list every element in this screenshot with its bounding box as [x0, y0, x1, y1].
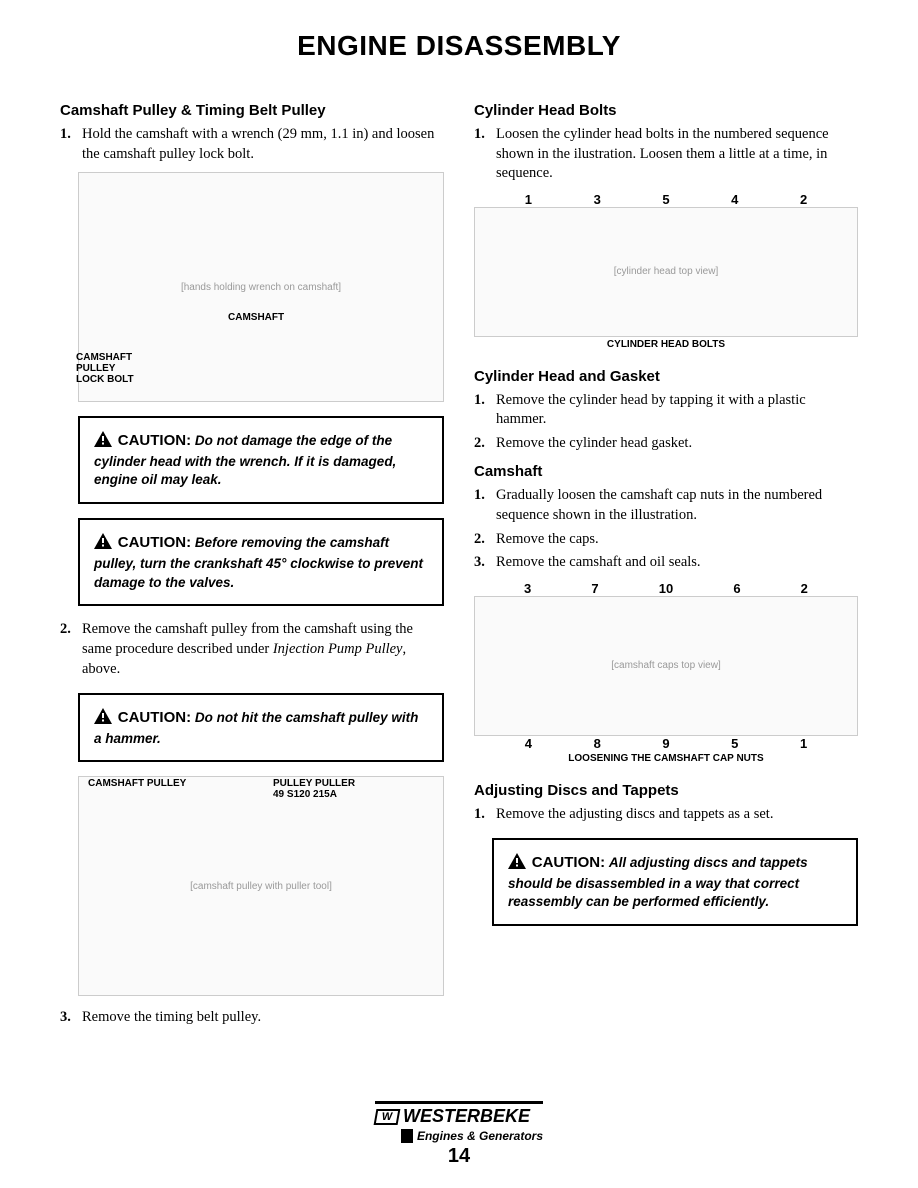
figure-cylinder-head-bolts: 1 3 5 4 2 [cylinder head top view] CYLIN…: [474, 192, 858, 350]
step-text: Remove the camshaft pulley from the cams…: [82, 620, 444, 679]
content-columns: Camshaft Pulley & Timing Belt Pulley 1. …: [60, 92, 858, 1032]
label-lockbolt: CAMSHAFT PULLEY LOCK BOLT: [76, 352, 134, 385]
nut-num: 5: [731, 736, 738, 751]
figure-camshaft-cap-nuts: 3 7 10 6 2 [camshaft caps top view] 4 8 …: [474, 581, 858, 764]
step-num: 3.: [474, 553, 496, 573]
caution-box-right: CAUTION: All adjusting discs and tappets…: [492, 838, 858, 926]
figure-caption: LOOSENING THE CAMSHAFT CAP NUTS: [474, 753, 858, 764]
figure-caption: CYLINDER HEAD BOLTS: [474, 339, 858, 350]
step-num: 1.: [60, 125, 82, 164]
step-right-2: 1. Remove the cylinder head by tapping i…: [474, 391, 858, 430]
step-left-1: 1. Hold the camshaft with a wrench (29 m…: [60, 125, 444, 164]
label-camshaft-pulley: CAMSHAFT PULLEY: [88, 778, 186, 789]
step-num: 3.: [60, 1008, 82, 1028]
step-right-7: 1. Remove the adjusting discs and tappet…: [474, 805, 858, 825]
step-left-2: 2. Remove the camshaft pulley from the c…: [60, 620, 444, 679]
step-text: Remove the cylinder head by tapping it w…: [496, 391, 858, 430]
nut-num: 4: [525, 736, 532, 751]
brand-line: W WESTERBEKE: [375, 1106, 543, 1127]
figure-pulley-puller: [camshaft pulley with puller tool] CAMSH…: [78, 776, 444, 996]
nut-num: 7: [591, 581, 598, 596]
bolt-number-row: 1 3 5 4 2: [474, 192, 858, 207]
text-italic: Injection Pump Pulley: [273, 641, 403, 657]
step-num: 1.: [474, 391, 496, 430]
step-num: 1.: [474, 125, 496, 184]
nut-num: 2: [801, 581, 808, 596]
nut-num: 6: [733, 581, 740, 596]
caution-box-2: CAUTION: Before removing the camshaft pu…: [78, 518, 444, 606]
footer-brand: W WESTERBEKE Engines & Generators: [375, 1101, 543, 1145]
step-right-5: 2. Remove the caps.: [474, 530, 858, 550]
step-text: Loosen the cylinder head bolts in the nu…: [496, 125, 858, 184]
cap-nut-row-bottom: 4 8 9 5 1: [474, 736, 858, 751]
warning-icon: [508, 853, 526, 875]
nut-num: 10: [659, 581, 673, 596]
step-num: 1.: [474, 486, 496, 525]
warning-icon: [94, 533, 112, 555]
step-left-3: 3. Remove the timing belt pulley.: [60, 1008, 444, 1028]
step-right-1: 1. Loosen the cylinder head bolts in the…: [474, 125, 858, 184]
bolt-num: 2: [800, 192, 807, 207]
brand-name: WESTERBEKE: [403, 1106, 530, 1127]
step-text: Remove the adjusting discs and tappets a…: [496, 805, 858, 825]
right-column: Cylinder Head Bolts 1. Loosen the cylind…: [474, 92, 858, 1032]
label-pulley-puller: PULLEY PULLER 49 S120 215A: [273, 778, 355, 800]
step-text: Remove the camshaft and oil seals.: [496, 553, 858, 573]
heading-cylinder-head-gasket: Cylinder Head and Gasket: [474, 368, 858, 385]
heading-camshaft: Camshaft: [474, 463, 858, 480]
step-right-4: 1. Gradually loosen the camshaft cap nut…: [474, 486, 858, 525]
page-title: ENGINE DISASSEMBLY: [60, 30, 858, 62]
heading-adjusting-discs: Adjusting Discs and Tappets: [474, 782, 858, 799]
step-right-3: 2. Remove the cylinder head gasket.: [474, 434, 858, 454]
caution-label: CAUTION:: [532, 854, 605, 871]
caution-box-1: CAUTION: Do not damage the edge of the c…: [78, 416, 444, 504]
step-num: 2.: [60, 620, 82, 679]
page-footer: W WESTERBEKE Engines & Generators 14: [0, 1101, 918, 1168]
heading-cylinder-head-bolts: Cylinder Head Bolts: [474, 102, 858, 119]
step-text: Remove the caps.: [496, 530, 858, 550]
bolt-num: 1: [525, 192, 532, 207]
cap-nut-row-top: 3 7 10 6 2: [474, 581, 858, 596]
figure-camshaft-wrench: [hands holding wrench on camshaft] CAMSH…: [78, 172, 444, 402]
heading-camshaft-pulley: Camshaft Pulley & Timing Belt Pulley: [60, 102, 444, 119]
nut-num: 9: [662, 736, 669, 751]
nut-num: 1: [800, 736, 807, 751]
bolt-num: 4: [731, 192, 738, 207]
step-num: 2.: [474, 434, 496, 454]
bolt-num: 3: [594, 192, 601, 207]
step-text: Remove the cylinder head gasket.: [496, 434, 858, 454]
step-text: Remove the timing belt pulley.: [82, 1008, 444, 1028]
step-text: Gradually loosen the camshaft cap nuts i…: [496, 486, 858, 525]
figure-placeholder: [camshaft caps top view]: [474, 596, 858, 736]
nut-num: 3: [524, 581, 531, 596]
caution-label: CAUTION:: [118, 432, 191, 449]
step-num: 2.: [474, 530, 496, 550]
step-num: 1.: [474, 805, 496, 825]
brand-logo-icon: W: [374, 1109, 401, 1125]
nut-num: 8: [594, 736, 601, 751]
brand-subtitle: Engines & Generators: [401, 1129, 543, 1143]
figure-placeholder: [camshaft pulley with puller tool]: [78, 776, 444, 996]
caution-label: CAUTION:: [118, 534, 191, 551]
caution-label: CAUTION:: [118, 709, 191, 726]
step-right-6: 3. Remove the camshaft and oil seals.: [474, 553, 858, 573]
caution-box-3: CAUTION: Do not hit the camshaft pulley …: [78, 693, 444, 762]
left-column: Camshaft Pulley & Timing Belt Pulley 1. …: [60, 92, 444, 1032]
label-camshaft: CAMSHAFT: [228, 312, 284, 323]
warning-icon: [94, 431, 112, 453]
warning-icon: [94, 708, 112, 730]
figure-placeholder: [cylinder head top view]: [474, 207, 858, 337]
step-text: Hold the camshaft with a wrench (29 mm, …: [82, 125, 444, 164]
bolt-num: 5: [662, 192, 669, 207]
page-number: 14: [0, 1145, 918, 1168]
